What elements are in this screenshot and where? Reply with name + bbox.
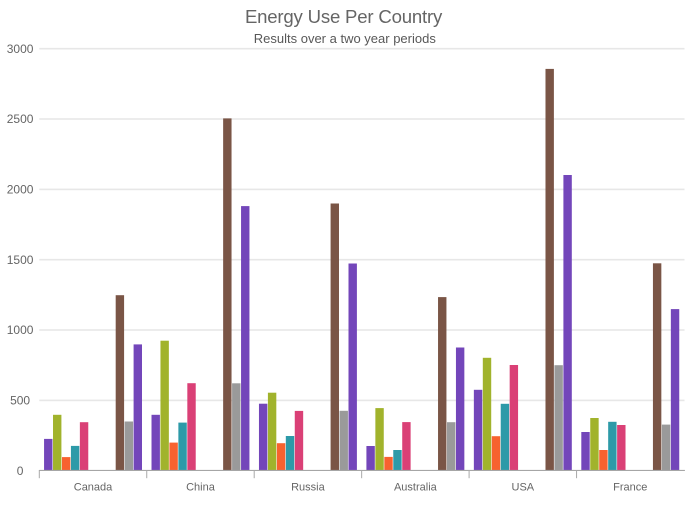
- svg-text:Russia: Russia: [291, 482, 326, 494]
- svg-text:2500: 2500: [7, 112, 34, 126]
- svg-text:USA: USA: [512, 482, 535, 494]
- svg-text:1500: 1500: [7, 253, 34, 267]
- svg-text:Canada: Canada: [74, 482, 113, 494]
- svg-text:Energy Use Per Country: Energy Use Per Country: [245, 6, 443, 27]
- svg-text:France: France: [613, 482, 647, 494]
- svg-text:0: 0: [17, 464, 24, 478]
- svg-text:3000: 3000: [7, 42, 34, 56]
- svg-text:China: China: [186, 482, 216, 494]
- svg-text:Results over a two year period: Results over a two year periods: [254, 31, 437, 46]
- svg-text:1000: 1000: [7, 323, 34, 337]
- svg-text:500: 500: [10, 394, 30, 408]
- svg-text:2000: 2000: [7, 183, 34, 197]
- svg-text:Australia: Australia: [394, 482, 438, 494]
